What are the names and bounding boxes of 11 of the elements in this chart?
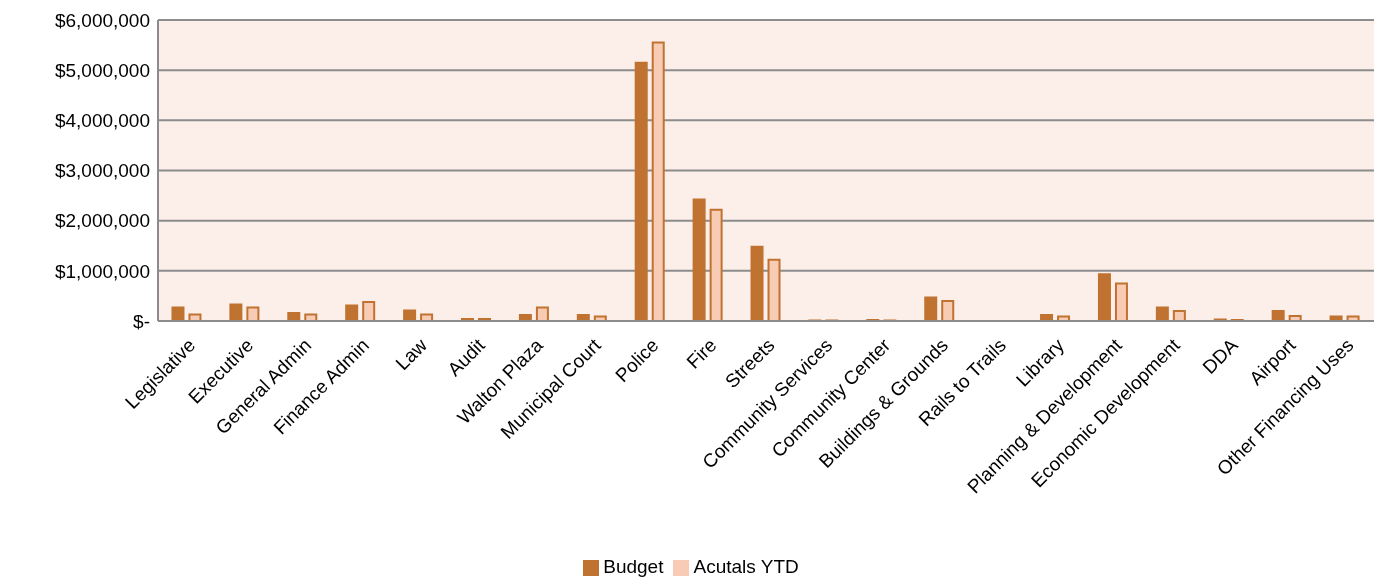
x-tick-label: Law (391, 334, 432, 375)
legend-label: Acutals YTD (693, 556, 799, 577)
legend-label: Budget (603, 556, 664, 577)
y-tick-label: $6,000,000 (54, 9, 150, 31)
x-tick-label: Fire (682, 334, 721, 373)
y-tick-label: $4,000,000 (54, 110, 150, 132)
y-tick-label: $5,000,000 (54, 59, 150, 81)
y-tick-label: $- (133, 310, 150, 332)
y-tick-label: $1,000,000 (54, 260, 150, 282)
y-tick-label: $3,000,000 (54, 160, 150, 182)
y-tick-label: $2,000,000 (54, 210, 150, 232)
